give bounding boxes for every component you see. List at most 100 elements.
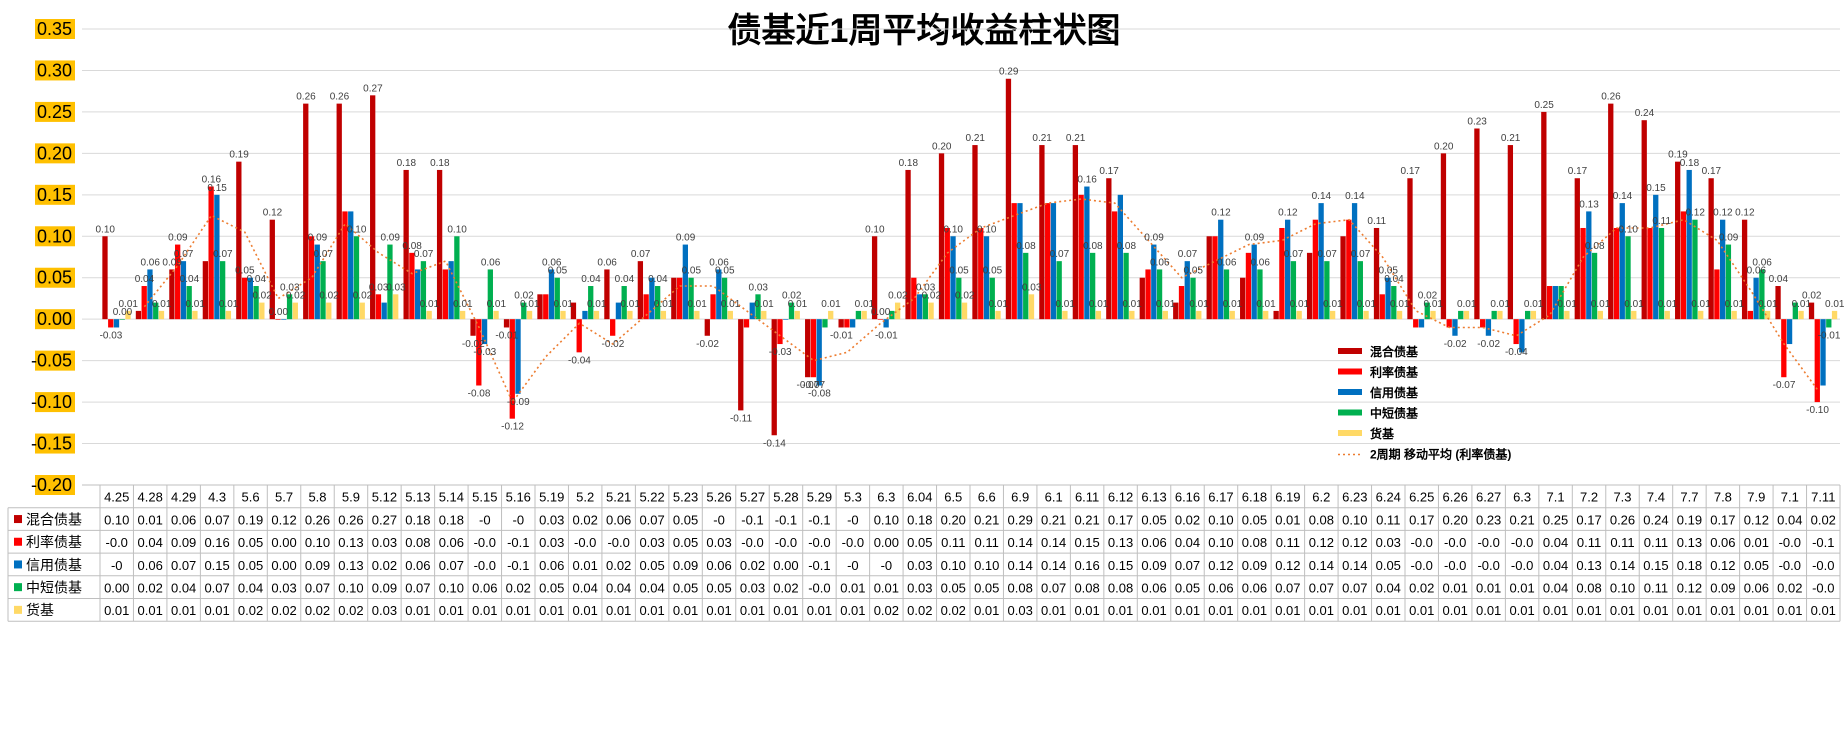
table-cell: 0.04 bbox=[238, 581, 263, 596]
legend-label: 混合债基 bbox=[1370, 344, 1419, 359]
y-tick-highlight bbox=[35, 226, 75, 247]
table-cell: -0.0 bbox=[1477, 558, 1499, 573]
table-cell: 0.08 bbox=[1008, 581, 1033, 596]
bar bbox=[570, 302, 577, 320]
bar bbox=[582, 310, 588, 320]
category-label: 7.7 bbox=[1680, 490, 1698, 505]
table-cell: 0.01 bbox=[138, 603, 163, 618]
y-tick-label: 0.25 bbox=[37, 102, 72, 122]
bar bbox=[1418, 319, 1425, 328]
table-cell: 0.06 bbox=[439, 535, 464, 550]
data-label: 0.01 bbox=[1390, 299, 1410, 310]
table-cell: 0.04 bbox=[1175, 535, 1200, 550]
data-label: -0.01 bbox=[875, 330, 898, 341]
bar bbox=[1792, 302, 1798, 320]
data-label: 0.09 bbox=[1719, 233, 1739, 244]
bar bbox=[610, 319, 616, 336]
data-label: 0.01 bbox=[152, 299, 172, 310]
table-cell: 0.18 bbox=[439, 512, 464, 527]
table-cell: -0.1 bbox=[808, 512, 830, 527]
table-cell: 0.05 bbox=[639, 558, 664, 573]
table-cell: 0.01 bbox=[1376, 603, 1401, 618]
bar bbox=[916, 294, 923, 320]
y-tick-label: -0.20 bbox=[31, 475, 72, 495]
table-cell: 0.04 bbox=[1543, 535, 1568, 550]
bar bbox=[1664, 310, 1670, 320]
table-cell: 0.02 bbox=[573, 512, 598, 527]
bar bbox=[1440, 153, 1447, 320]
bar bbox=[1223, 269, 1230, 320]
table-cell: 0.00 bbox=[271, 535, 296, 550]
data-label: 0.09 bbox=[168, 233, 188, 244]
category-label: 7.8 bbox=[1714, 490, 1732, 505]
bar bbox=[1430, 310, 1436, 320]
data-label: -0.03 bbox=[769, 347, 792, 358]
table-series-name: 利率债基 bbox=[26, 534, 82, 550]
table-cell: 0.17 bbox=[1576, 512, 1601, 527]
bar bbox=[1173, 302, 1179, 320]
table-cell: 0.03 bbox=[706, 535, 731, 550]
table-cell: 0.03 bbox=[1008, 603, 1033, 618]
data-label: 0.12 bbox=[1713, 208, 1733, 219]
data-label: 0.16 bbox=[202, 175, 222, 186]
data-label: 0.05 bbox=[1379, 266, 1399, 277]
bar bbox=[141, 286, 147, 320]
category-label: 5.2 bbox=[576, 490, 594, 505]
bar bbox=[1647, 227, 1653, 320]
data-label: 0.03 bbox=[916, 282, 936, 293]
table-cell: -0.1 bbox=[808, 558, 830, 573]
table-cell: 0.04 bbox=[573, 581, 598, 596]
data-label: 0.01 bbox=[855, 299, 875, 310]
data-label: 0.06 bbox=[1250, 257, 1270, 268]
bar bbox=[1095, 310, 1102, 320]
table-cell: 0.04 bbox=[639, 581, 664, 596]
bar bbox=[487, 269, 493, 320]
table-cell: 0.02 bbox=[238, 603, 263, 618]
table-cell: 0.01 bbox=[1108, 603, 1133, 618]
table-cell: 0.01 bbox=[1710, 603, 1735, 618]
category-label: 6.3 bbox=[1513, 490, 1531, 505]
table-cell: 0.07 bbox=[405, 581, 430, 596]
data-label: 0.05 bbox=[949, 266, 969, 277]
table-cell: 0.01 bbox=[1576, 603, 1601, 618]
table-cell: 0.10 bbox=[338, 581, 363, 596]
bar bbox=[1106, 178, 1112, 320]
bar bbox=[1753, 277, 1759, 320]
bar bbox=[1078, 194, 1084, 320]
bar bbox=[983, 236, 990, 320]
bar bbox=[225, 310, 232, 320]
data-label: 0.10 bbox=[865, 224, 885, 235]
data-label: -0.02 bbox=[1477, 339, 1500, 350]
table-cell: 0.04 bbox=[1777, 512, 1802, 527]
data-label: 0.01 bbox=[788, 299, 808, 310]
bar bbox=[688, 277, 694, 320]
legend-label: 2周期 移动平均 (利率债基) bbox=[1370, 447, 1511, 462]
data-label: 0.05 bbox=[682, 266, 702, 277]
table-cell: 0.01 bbox=[1610, 603, 1635, 618]
y-tick-label: 0.05 bbox=[37, 268, 72, 288]
y-tick-highlight bbox=[35, 101, 75, 122]
table-cell: 0.01 bbox=[171, 603, 196, 618]
table-cell: 0.01 bbox=[439, 603, 464, 618]
bar bbox=[1831, 310, 1838, 320]
table-cell: 0.17 bbox=[1409, 512, 1434, 527]
bar bbox=[1245, 252, 1252, 320]
data-label: -0.14 bbox=[763, 438, 786, 449]
data-label: -0.07 bbox=[1773, 380, 1796, 391]
bar bbox=[1184, 261, 1190, 320]
bar bbox=[1050, 203, 1057, 320]
bar bbox=[1631, 310, 1637, 320]
data-label: 0.07 bbox=[314, 249, 334, 260]
table-cell: -0.0 bbox=[1511, 558, 1533, 573]
table-cell: 0.24 bbox=[1643, 512, 1668, 527]
table-cell: 0.08 bbox=[1074, 581, 1099, 596]
table-cell: 0.06 bbox=[606, 512, 631, 527]
table-cell: 0.06 bbox=[1208, 581, 1233, 596]
table-cell: 0.07 bbox=[1309, 581, 1334, 596]
data-label: 0.03 bbox=[369, 282, 389, 293]
data-label: 0.10 bbox=[1619, 224, 1639, 235]
data-label: 0.01 bbox=[1725, 299, 1745, 310]
category-label: 6.23 bbox=[1342, 490, 1367, 505]
bar bbox=[1775, 286, 1781, 320]
bar bbox=[1206, 236, 1212, 320]
